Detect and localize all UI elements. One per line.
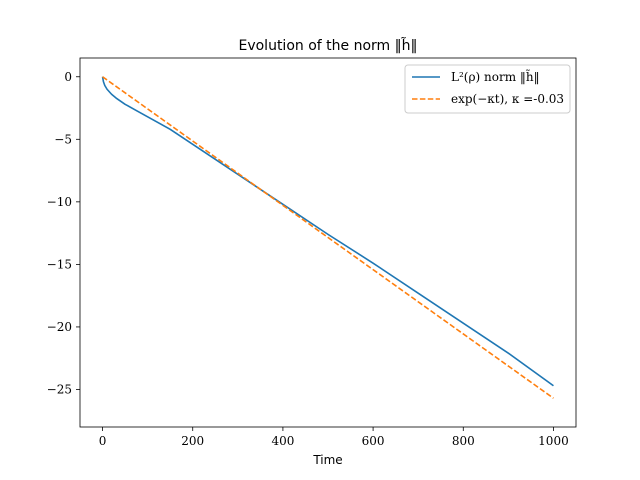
legend-label-series-2: exp(−κt), κ =-0.03 — [451, 92, 564, 106]
legend-label-series-1: L²(ρ) norm ‖h̃‖ — [451, 68, 540, 84]
x-tick-label: 1000 — [538, 434, 569, 448]
legend-box — [404, 64, 571, 114]
y-axis-ticks: 0 −5 −10 −15 −20 −25 — [47, 70, 80, 396]
series-line-2 — [102, 76, 554, 399]
y-tick-label: −20 — [47, 320, 72, 334]
y-tick-label: 0 — [64, 70, 72, 84]
chart-title: Evolution of the norm ‖h̃‖ — [238, 37, 417, 54]
x-tick-label: 200 — [181, 434, 204, 448]
x-tick-label: 0 — [99, 434, 107, 448]
x-axis-ticks: 0 200 400 600 800 1000 — [99, 427, 569, 448]
series-line-1 — [101, 76, 554, 387]
y-tick-label: −15 — [47, 257, 72, 271]
legend: L²(ρ) norm ‖h̃‖ exp(−κt), κ =-0.03 — [404, 64, 571, 114]
plot-frame — [79, 57, 577, 428]
y-tick-label: −25 — [47, 382, 72, 396]
x-axis-label: Time — [312, 453, 342, 467]
series-layer — [101, 76, 554, 399]
x-tick-label: 400 — [271, 434, 294, 448]
y-tick-label: −10 — [47, 195, 72, 209]
x-tick-label: 800 — [452, 434, 475, 448]
y-tick-label: −5 — [54, 132, 72, 146]
x-tick-label: 600 — [362, 434, 385, 448]
